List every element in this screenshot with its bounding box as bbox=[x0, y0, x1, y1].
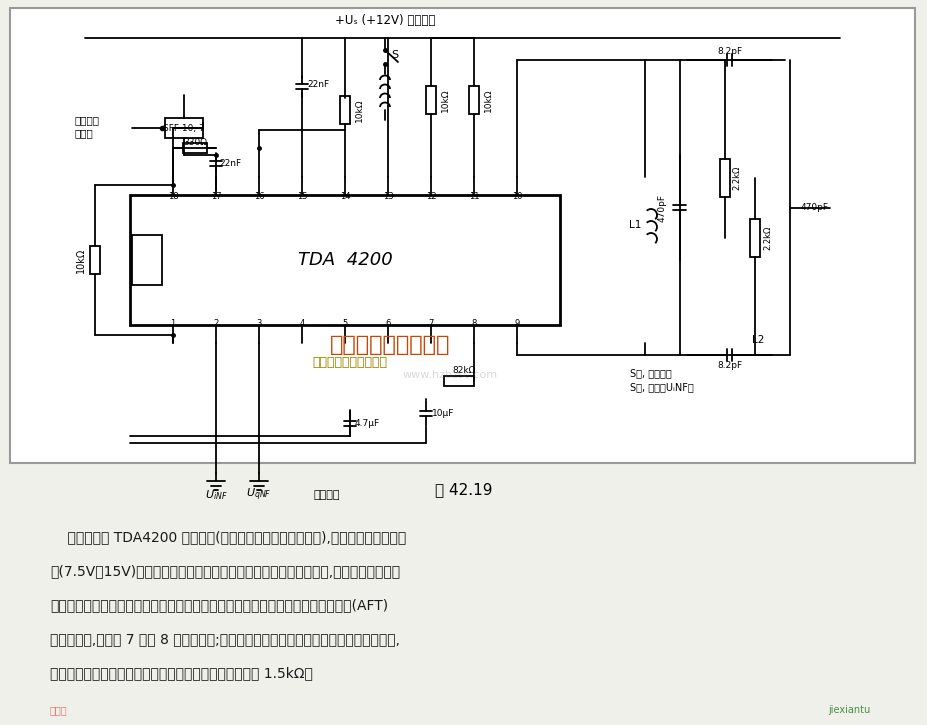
Text: S通, 低频源UᵢNF断: S通, 低频源UᵢNF断 bbox=[629, 382, 693, 392]
Text: 该电路采用 TDA4200 集成电路(带解调器的调频中频放大器),可以在较低的电源电: 该电路采用 TDA4200 集成电路(带解调器的调频中频放大器),可以在较低的电… bbox=[50, 530, 406, 544]
Text: 11: 11 bbox=[468, 192, 478, 201]
Text: 机接收信号。利用双回路滤波器作解调器。第一个回路调谐用于使自动频率调谐器(AFT): 机接收信号。利用双回路滤波器作解调器。第一个回路调谐用于使自动频率调谐器(AFT… bbox=[50, 598, 387, 612]
Text: 9: 9 bbox=[514, 319, 519, 328]
Bar bbox=[130, 195, 559, 325]
Text: 16: 16 bbox=[253, 192, 264, 201]
Text: 470pF: 470pF bbox=[800, 203, 828, 212]
Text: S: S bbox=[391, 50, 398, 60]
Text: TDA  4200: TDA 4200 bbox=[298, 251, 392, 269]
Text: 10kΩ: 10kΩ bbox=[76, 247, 86, 273]
Text: 调谐器: 调谐器 bbox=[75, 128, 94, 138]
Text: 18: 18 bbox=[168, 192, 178, 201]
Text: 13: 13 bbox=[382, 192, 393, 201]
Text: $U_{qNF}$: $U_{qNF}$ bbox=[246, 486, 272, 503]
Text: 10μF: 10μF bbox=[431, 408, 453, 418]
Text: +Uₛ (+12V) 低频转换: +Uₛ (+12V) 低频转换 bbox=[335, 14, 435, 27]
Text: L1: L1 bbox=[629, 220, 641, 230]
Text: 12: 12 bbox=[425, 192, 436, 201]
Text: 82kΩ: 82kΩ bbox=[451, 365, 476, 375]
Text: 4: 4 bbox=[299, 319, 304, 328]
Text: 1: 1 bbox=[171, 319, 175, 328]
Text: 第二个回路可以不要。此时振荡回路的阻尼电阻应降低至 1.5kΩ。: 第二个回路可以不要。此时振荡回路的阻尼电阻应降低至 1.5kΩ。 bbox=[50, 666, 312, 680]
Bar bbox=[183, 143, 207, 153]
Text: 17: 17 bbox=[210, 192, 221, 201]
Text: 5: 5 bbox=[342, 319, 348, 328]
Text: 3: 3 bbox=[256, 319, 261, 328]
Bar bbox=[468, 86, 478, 114]
Bar bbox=[425, 86, 436, 114]
Text: 8.2pF: 8.2pF bbox=[717, 46, 742, 56]
Text: 杭州绿宝电子商场网: 杭州绿宝电子商场网 bbox=[329, 335, 450, 355]
Text: 10kΩ: 10kΩ bbox=[354, 99, 363, 122]
Text: 2.2kΩ: 2.2kΩ bbox=[763, 225, 771, 249]
Text: 8: 8 bbox=[471, 319, 476, 328]
Bar bbox=[719, 159, 730, 196]
Text: 7: 7 bbox=[428, 319, 433, 328]
Text: $U_{iNF}$: $U_{iNF}$ bbox=[205, 488, 227, 502]
Text: 寻找停止: 寻找停止 bbox=[313, 490, 340, 500]
Text: L2: L2 bbox=[751, 335, 763, 345]
Text: 压(7.5V～15V)下工作。借助于集成电路中产生的自动寻台停止脉冲,可以自动地使接收: 压(7.5V～15V)下工作。借助于集成电路中产生的自动寻台停止脉冲,可以自动地… bbox=[50, 564, 400, 578]
Text: www.hzbzsc.com: www.hzbzsc.com bbox=[402, 370, 497, 380]
Text: SFF 10, 7: SFF 10, 7 bbox=[163, 123, 205, 133]
Text: jiexiantu: jiexiantu bbox=[827, 705, 870, 715]
Text: 8.2pF: 8.2pF bbox=[717, 360, 742, 370]
Text: S开, 调频方式: S开, 调频方式 bbox=[629, 368, 671, 378]
Text: 22nF: 22nF bbox=[219, 159, 241, 167]
Text: 全球最大电子采购网站: 全球最大电子采购网站 bbox=[312, 355, 387, 368]
Text: 10: 10 bbox=[511, 192, 522, 201]
Text: 全球最大电子采购网站: 全球最大电子采购网站 bbox=[312, 355, 387, 368]
Bar bbox=[443, 376, 474, 386]
Bar bbox=[90, 246, 100, 274]
Text: 10kΩ: 10kΩ bbox=[440, 88, 449, 112]
Text: 的电流为零,即使脚 7 和脚 8 的电压相同;第二个回路用于使畸变系数最小。在负载较小时,: 的电流为零,即使脚 7 和脚 8 的电压相同;第二个回路用于使畸变系数最小。在负… bbox=[50, 632, 400, 646]
Text: 22nF: 22nF bbox=[307, 80, 329, 88]
Bar bbox=[132, 235, 162, 285]
Text: 14: 14 bbox=[339, 192, 349, 201]
Text: 10kΩ: 10kΩ bbox=[483, 88, 492, 112]
Text: 6: 6 bbox=[385, 319, 390, 328]
Text: 杭州绿宝电子商场网: 杭州绿宝电子商场网 bbox=[329, 335, 450, 355]
Text: 接线图: 接线图 bbox=[50, 705, 68, 715]
Bar bbox=[10, 8, 914, 463]
Text: 自超短波: 自超短波 bbox=[75, 115, 100, 125]
Bar bbox=[339, 96, 349, 124]
Text: 2.2kΩ: 2.2kΩ bbox=[731, 165, 741, 190]
Bar bbox=[165, 118, 203, 138]
Text: 15: 15 bbox=[297, 192, 307, 201]
Bar bbox=[749, 218, 759, 257]
Text: 图 42.19: 图 42.19 bbox=[435, 483, 492, 497]
Text: 2: 2 bbox=[213, 319, 219, 328]
Text: 330Ω: 330Ω bbox=[183, 138, 207, 146]
Text: 4.7μF: 4.7μF bbox=[354, 418, 379, 428]
Text: 470pF: 470pF bbox=[657, 194, 666, 222]
